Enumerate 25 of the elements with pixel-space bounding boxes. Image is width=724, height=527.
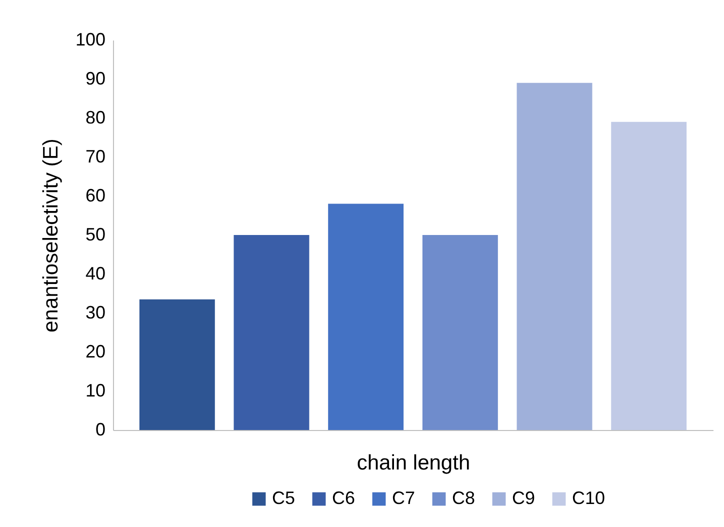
legend-label: C5 [272,488,296,508]
y-tick-label: 30 [85,302,106,322]
legend-label: C9 [512,488,536,508]
bar [611,122,687,430]
y-tick-label: 0 [95,420,106,440]
legend-label: C6 [332,488,356,508]
legend-label: C7 [392,488,416,508]
bar [139,299,215,430]
legend-label: C10 [572,488,606,508]
y-tick-label: 60 [85,186,106,206]
y-tick-label: 20 [85,342,106,362]
x-axis-title: chain length [356,452,470,474]
bar [422,235,498,430]
bar [234,235,310,430]
y-tick-label: 100 [75,30,106,50]
legend-label: C8 [452,488,476,508]
y-tick-label: 40 [85,264,106,284]
y-tick-label: 70 [85,146,106,166]
y-axis-title: enantioselectivity (E) [39,138,62,332]
bar [516,82,592,430]
y-tick-label: 50 [85,224,106,244]
y-tick-label: 80 [85,108,106,128]
bar [328,204,404,430]
y-tick-label: 10 [85,380,106,400]
y-tick-label: 90 [85,68,106,88]
